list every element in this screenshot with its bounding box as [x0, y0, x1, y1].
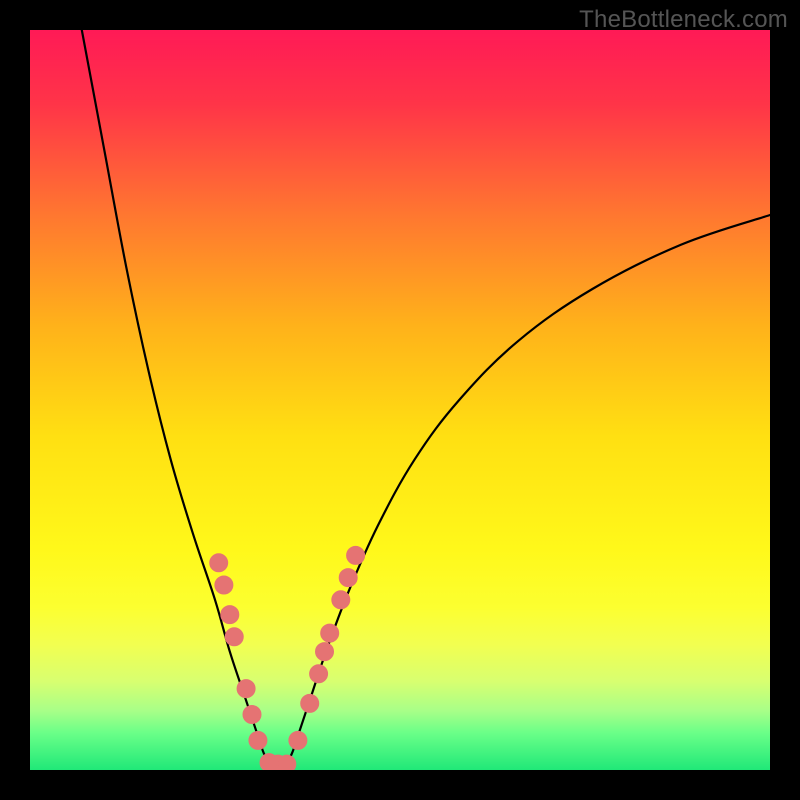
- data-marker: [289, 731, 307, 749]
- data-marker: [347, 546, 365, 564]
- data-marker: [221, 606, 239, 624]
- data-marker: [225, 628, 243, 646]
- data-marker: [310, 665, 328, 683]
- data-marker: [243, 706, 261, 724]
- data-marker: [321, 624, 339, 642]
- watermark-text: TheBottleneck.com: [579, 6, 788, 34]
- data-marker: [215, 576, 233, 594]
- bottleneck-chart: [0, 0, 800, 800]
- data-marker: [249, 731, 267, 749]
- data-marker: [316, 643, 334, 661]
- data-marker: [339, 569, 357, 587]
- data-marker: [301, 694, 319, 712]
- gradient-background: [30, 30, 770, 770]
- data-marker: [237, 680, 255, 698]
- chart-container: TheBottleneck.com: [0, 0, 800, 800]
- data-marker: [210, 554, 228, 572]
- data-marker: [332, 591, 350, 609]
